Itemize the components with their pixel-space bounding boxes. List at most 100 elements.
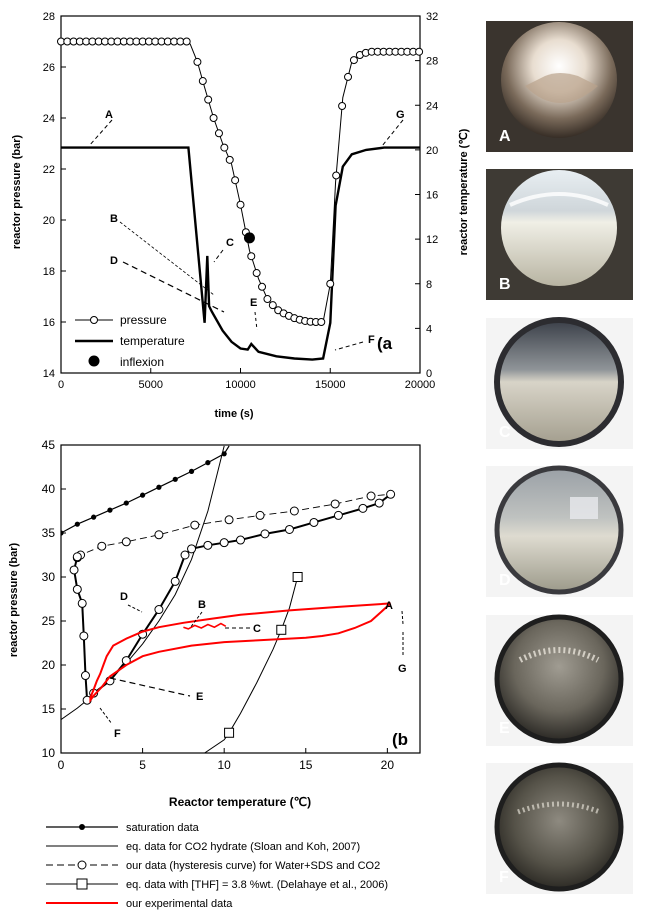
y-tick-label-a: 20 — [43, 215, 55, 227]
hysteresis-marker — [224, 515, 234, 525]
legend-a-inflexion-label: inflexion — [120, 355, 164, 369]
series-line-saturation — [61, 445, 230, 534]
annotation-b-C: C — [253, 623, 261, 635]
legend-b-saturation-marker — [79, 824, 85, 830]
leader-line-f — [334, 341, 364, 351]
series-line-thf — [204, 576, 299, 753]
pressure-marker — [415, 47, 424, 56]
saturation-marker — [205, 460, 211, 466]
leader-line-a — [88, 119, 113, 147]
y-tick-label-a: 28 — [43, 11, 55, 23]
pressure-marker — [317, 318, 326, 326]
legend-b: saturation data eq. data for CO2 hydrate… — [46, 822, 388, 910]
photo-C-label: C — [499, 424, 511, 441]
saturation-marker — [123, 500, 129, 506]
series-b — [61, 445, 396, 753]
hysteresis-marker — [69, 565, 79, 575]
series-line-experimental — [89, 602, 392, 704]
y-axis-label-b: reactor pressure (bar) — [8, 543, 20, 658]
annotation-b-A: A — [385, 600, 393, 612]
y2-axis-label-a: reactor temperature (℃) — [458, 128, 470, 255]
hysteresis-marker — [170, 576, 180, 586]
tick-marks-a — [60, 15, 421, 374]
hysteresis-marker — [374, 498, 384, 508]
y-tick-label-b: 10 — [42, 746, 56, 760]
series-line-temperature — [61, 146, 420, 361]
saturation-marker — [91, 514, 97, 520]
hysteresis-marker — [309, 517, 319, 527]
hysteresis-marker — [72, 584, 82, 594]
legend-b-saturation-label: saturation data — [126, 822, 200, 834]
y-tick-label-a: 14 — [43, 368, 55, 380]
photo-E-label: E — [499, 720, 510, 737]
photo-C: C — [486, 317, 633, 449]
legend-a-pressure-label: pressure — [120, 313, 167, 327]
hysteresis-marker — [187, 544, 197, 554]
y-tick-label-a: 24 — [43, 113, 55, 125]
legend-b-hysteresis-label: our data (hysteresis curve) for Water+SD… — [126, 860, 380, 872]
plot-area-a — [60, 15, 421, 374]
y2-tick-label-a: 8 — [426, 279, 432, 291]
photo-F-label: F — [499, 869, 509, 886]
leader-b-B — [189, 611, 203, 629]
pressure-marker — [268, 301, 277, 310]
annotation-b-F: F — [114, 728, 121, 740]
annotation-a-E: E — [250, 297, 257, 309]
x-tick-label-b: 0 — [58, 758, 65, 772]
y-tick-label-b: 30 — [42, 570, 56, 584]
pressure-marker — [231, 176, 240, 185]
photo-A-liquid — [525, 73, 598, 103]
photo-A: A — [486, 21, 633, 152]
hysteresis-marker — [77, 598, 87, 608]
y2-tick-label-a: 28 — [426, 56, 438, 68]
annotation-b-G: G — [398, 663, 407, 675]
annotations-b: D B C E F A G — [99, 591, 407, 740]
hysteresis-marker — [255, 510, 265, 520]
legend-b-experimental-label: our experimental data — [126, 898, 233, 910]
hysteresis-marker — [284, 524, 294, 534]
hysteresis-marker — [330, 499, 340, 509]
x-tick-label-a: 0 — [58, 379, 64, 391]
hysteresis-marker — [180, 550, 190, 560]
hysteresis-marker — [79, 631, 89, 641]
photo-C-rim — [494, 317, 624, 447]
pressure-marker — [258, 282, 267, 291]
photo-E-rim — [494, 614, 624, 744]
pressure-marker — [220, 143, 229, 152]
annotation-a-A: A — [105, 109, 113, 121]
hysteresis-marker — [72, 552, 82, 562]
legend-a-temperature-label: temperature — [120, 334, 185, 348]
plot-area-b — [60, 444, 421, 754]
thf-marker — [292, 572, 303, 582]
x-tick-label-b: 15 — [299, 758, 313, 772]
photo-D-label: D — [499, 572, 511, 589]
hysteresis-marker — [358, 503, 368, 513]
y2-tick-label-a: 16 — [426, 190, 438, 202]
photo-E: E — [486, 614, 633, 746]
pressure-marker — [344, 72, 353, 81]
hysteresis-marker — [121, 537, 131, 547]
photo-F-vessel — [497, 765, 621, 889]
photo-F: F — [486, 762, 633, 894]
legend-b-thf-marker — [76, 878, 88, 890]
y-axis-label-a: reactor pressure (bar) — [11, 135, 23, 250]
tick-labels-b: 0 5 10 15 20 10 15 20 25 30 35 40 45 — [42, 438, 395, 772]
chart-b: 0 5 10 15 20 10 15 20 25 30 35 40 45 Reactor tempera… — [8, 438, 421, 809]
leader-b-A — [401, 610, 404, 625]
pressure-marker — [225, 155, 234, 164]
x-axis-label-b: Reactor temperature (℃) — [169, 795, 311, 809]
x-axis-label-a: time (s) — [214, 408, 253, 420]
leader-b-E — [109, 677, 191, 697]
x-tick-label-a: 20000 — [405, 379, 436, 391]
legend-b-sloan-label: eq. data for CO2 hydrate (Sloan and Koh,… — [126, 841, 360, 853]
pressure-marker — [204, 95, 213, 104]
leader-b-F — [99, 707, 113, 725]
saturation-marker — [139, 492, 146, 498]
annotation-b-D: D — [120, 591, 128, 603]
pressure-marker — [326, 279, 335, 288]
saturation-marker — [107, 507, 113, 513]
x-tick-label-b: 20 — [381, 758, 395, 772]
annotation-a-D: D — [110, 255, 118, 267]
